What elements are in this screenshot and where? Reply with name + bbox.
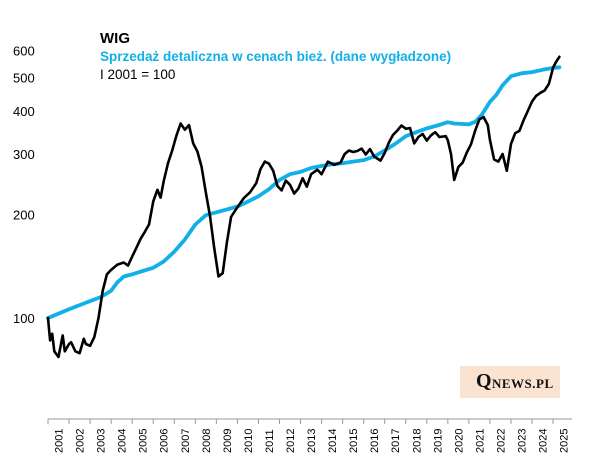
y-tick-label: 600 (13, 43, 35, 58)
x-tick-label: 2020 (453, 429, 465, 453)
x-tick-label: 2016 (369, 429, 381, 453)
x-tick-label: 2010 (243, 429, 255, 453)
series-layer (46, 55, 562, 359)
x-tick-label: 2025 (559, 429, 571, 453)
x-tick-label: 2001 (54, 429, 66, 453)
x-axis-ticks: 2001 2002 2003 2004 2005 2006 2007 2008 2009 2010… (47, 419, 571, 453)
logo-text: NEWS.PL (492, 376, 554, 391)
series-line-wig (46, 55, 561, 359)
x-tick-label: 2007 (180, 429, 192, 453)
logo-letter: Q (476, 370, 492, 392)
x-tick-label: 2013 (306, 429, 318, 453)
qnews-logo: Q NEWS.PL (460, 366, 560, 398)
x-tick-label: 2024 (538, 429, 550, 453)
x-tick-label: 2004 (117, 429, 129, 453)
x-tick-label: 2023 (516, 429, 528, 453)
x-tick-label: 2009 (222, 429, 234, 453)
x-tick-label: 2015 (348, 429, 360, 453)
x-tick-label: 2003 (96, 429, 108, 453)
legend: WIG Sprzedaż detaliczna w cenach bież. (… (100, 30, 451, 84)
x-tick-label: 2006 (159, 429, 171, 453)
x-tick-label: 2022 (495, 429, 507, 453)
legend-wig: WIG (100, 30, 130, 47)
x-tick-label: 2014 (327, 429, 339, 453)
x-tick-label: 2005 (138, 429, 150, 453)
legend-base-note: I 2001 = 100 (100, 67, 176, 82)
y-tick-label: 500 (13, 71, 35, 86)
y-tick-label: 400 (13, 104, 35, 119)
x-tick-label: 2019 (432, 429, 444, 453)
y-tick-label: 200 (13, 208, 35, 223)
y-tick-label: 100 (13, 311, 35, 326)
x-tick-label: 2012 (285, 429, 297, 453)
x-tick-label: 2021 (474, 429, 486, 453)
x-tick-label: 2008 (201, 429, 213, 453)
y-axis-tick-labels: 100 200 300 400 500 600 (13, 43, 35, 326)
x-tick-label: 2011 (264, 429, 276, 453)
y-tick-label: 300 (13, 147, 35, 162)
x-tick-label: 2018 (411, 429, 423, 453)
series-line-retail-sales (46, 65, 562, 320)
x-tick-label: 2002 (75, 429, 87, 453)
x-tick-label: 2017 (390, 429, 402, 453)
legend-retail-sales: Sprzedaż detaliczna w cenach bież. (dane… (100, 49, 452, 64)
